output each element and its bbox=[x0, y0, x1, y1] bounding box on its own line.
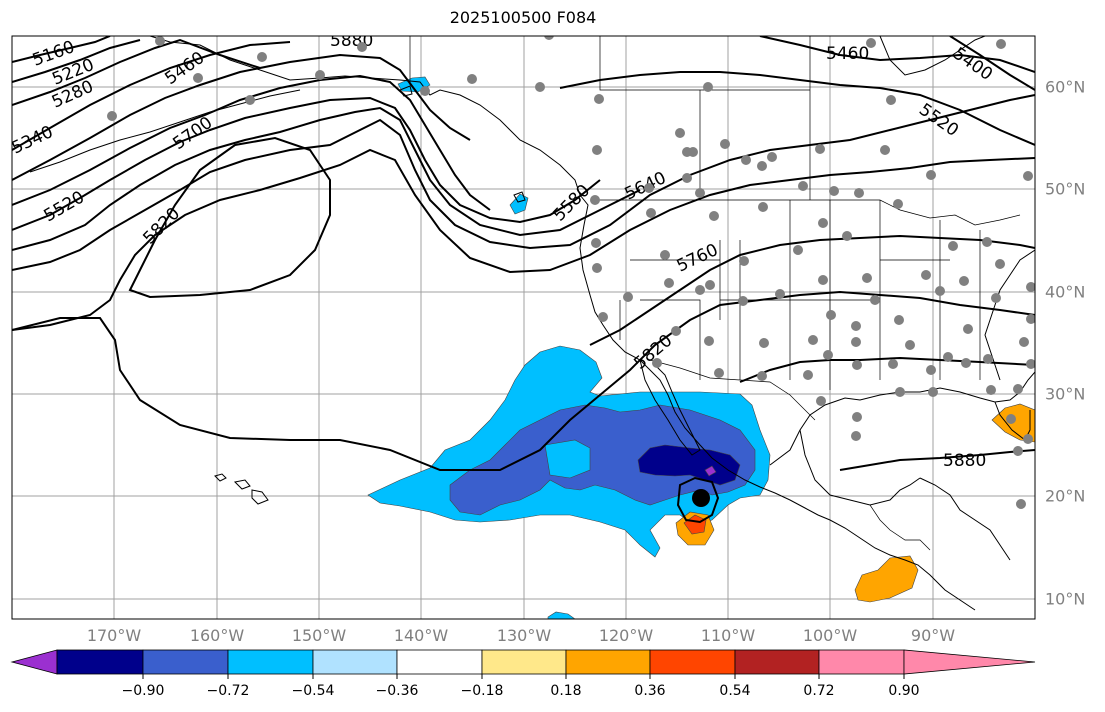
contour-5820-main bbox=[12, 290, 1035, 471]
lon-label-160w: 160°W bbox=[189, 626, 245, 645]
coast-central-america-east bbox=[919, 477, 1011, 561]
lon-label-120w: 120°W bbox=[598, 626, 654, 645]
coast-west-us bbox=[579, 194, 976, 611]
lat-label-20n: 20°N bbox=[1045, 486, 1086, 506]
colorbar-bin-3 bbox=[227, 649, 314, 675]
contour-5640-west bbox=[12, 94, 1035, 271]
lon-label-110w: 110°W bbox=[700, 626, 756, 645]
contour-5700 bbox=[12, 148, 1035, 331]
island-qc bbox=[513, 191, 526, 203]
lon-label-140w: 140°W bbox=[393, 626, 449, 645]
coast-mexico-east bbox=[799, 429, 921, 506]
contour-5760 bbox=[589, 234, 1035, 346]
shade-light-blue-inner bbox=[544, 439, 591, 479]
colorbar-label-2: −0.72 bbox=[206, 683, 250, 699]
lat-label-30n: 30°N bbox=[1045, 384, 1086, 404]
contour-label-5460: 5460 bbox=[161, 48, 208, 89]
chart-title: 2025100500 F084 bbox=[449, 8, 597, 27]
colorbar-bin-2 bbox=[142, 649, 229, 675]
contour-label-5880: 5880 bbox=[943, 451, 986, 471]
contour-label-5580: 5580 bbox=[549, 181, 594, 226]
border-mexico-central bbox=[869, 504, 931, 551]
colorbar bbox=[10, 649, 1036, 679]
contour-upper-right-5520 bbox=[559, 71, 1035, 146]
border-us-mexico bbox=[649, 359, 816, 421]
lon-label-130w: 130°W bbox=[496, 626, 552, 645]
border-states-grid bbox=[619, 200, 981, 390]
contour-5220 bbox=[12, 39, 141, 83]
colorbar-label-7: 0.36 bbox=[634, 683, 666, 699]
shade-light-blue-gulf bbox=[509, 193, 529, 215]
lon-label-100w: 100°W bbox=[802, 626, 858, 645]
contour-label-5460-right: 5460 bbox=[826, 44, 869, 64]
contour-low-center bbox=[676, 476, 720, 524]
contour-5880-south bbox=[839, 449, 1035, 471]
border-us-canada bbox=[595, 199, 1021, 226]
colorbar-bin-8 bbox=[649, 649, 736, 675]
lat-label-50n: 50°N bbox=[1045, 179, 1086, 199]
colorbar-under-triangle bbox=[10, 649, 58, 675]
gridlines bbox=[12, 36, 1035, 619]
island-hawaii-3 bbox=[251, 489, 269, 505]
colorbar-bin-10 bbox=[818, 649, 905, 675]
colorbar-label-4: −0.36 bbox=[375, 683, 419, 699]
colorbar-label-8: 0.54 bbox=[719, 683, 751, 699]
shade-orange-central-america bbox=[854, 555, 919, 603]
colorbar-label-10: 0.90 bbox=[888, 683, 920, 699]
contour-5340 bbox=[12, 41, 291, 151]
contour-5280 bbox=[12, 38, 261, 106]
lon-label-90w: 90°W bbox=[910, 626, 956, 645]
contour-label-5760: 5760 bbox=[674, 240, 722, 276]
contour-label-5820: 5820 bbox=[630, 331, 676, 374]
coast-hudson bbox=[879, 36, 986, 76]
shade-dark-blue bbox=[637, 444, 741, 486]
shade-violet-spot bbox=[704, 465, 717, 477]
lon-label-150w: 150°W bbox=[291, 626, 347, 645]
colorbar-bin-7 bbox=[565, 649, 651, 675]
map-frame bbox=[11, 35, 1036, 620]
lat-label-60n: 60°N bbox=[1045, 77, 1086, 97]
anomaly-shading bbox=[367, 76, 1035, 619]
colorbar-label-6: 0.18 bbox=[550, 683, 582, 699]
height-contours bbox=[12, 36, 1035, 524]
low-center-marker bbox=[692, 489, 710, 507]
contour-5160 bbox=[12, 36, 111, 63]
lat-label-40n: 40°N bbox=[1045, 282, 1086, 302]
shade-light-blue-south bbox=[547, 611, 576, 619]
contour-upper-right-5400 bbox=[949, 36, 1035, 91]
contour-label-5520: 5520 bbox=[41, 187, 88, 226]
contour-upper-right-5460 bbox=[759, 36, 1035, 73]
colorbar-bin-9 bbox=[734, 649, 820, 675]
coast-florida bbox=[994, 401, 1031, 441]
contour-5400 bbox=[12, 53, 471, 181]
colorbar-bin-6 bbox=[481, 649, 567, 675]
colorbar-bin-4 bbox=[312, 649, 398, 675]
island-hawaii-1 bbox=[214, 473, 227, 482]
colorbar-ticks bbox=[142, 674, 905, 679]
contour-5520-west bbox=[12, 96, 601, 231]
colorbar-bin-5 bbox=[396, 649, 483, 675]
colorbar-bin-1 bbox=[56, 649, 144, 675]
colorbar-over-triangle bbox=[903, 649, 1036, 675]
coast-gulf-mexico bbox=[769, 371, 1035, 466]
contour-5820-ring bbox=[128, 136, 331, 299]
colorbar-label-9: 0.72 bbox=[803, 683, 835, 699]
contour-5580-west bbox=[12, 106, 641, 251]
borders bbox=[409, 36, 1021, 551]
colorbar-label-5: −0.18 bbox=[460, 683, 504, 699]
lon-label-170w: 170°W bbox=[86, 626, 142, 645]
station-markers bbox=[107, 36, 1035, 509]
contour-label-5340: 5340 bbox=[9, 122, 57, 158]
colorbar-label-1: −0.90 bbox=[121, 683, 165, 699]
island-hawaii-2 bbox=[233, 479, 251, 490]
coast-baja bbox=[639, 359, 701, 456]
colorbar-label-3: −0.54 bbox=[291, 683, 335, 699]
border-canada-interior bbox=[599, 36, 811, 200]
lat-label-10n: 10°N bbox=[1045, 589, 1086, 609]
contour-label-5520-right: 5520 bbox=[915, 100, 962, 141]
